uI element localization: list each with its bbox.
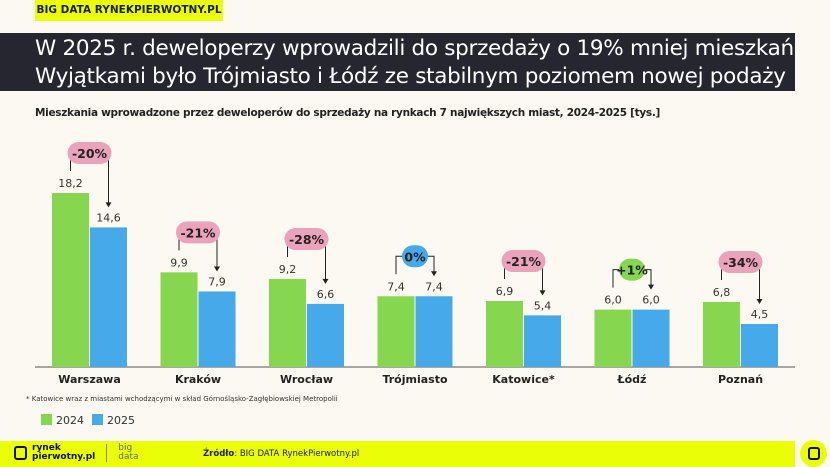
arrow-head (648, 284, 654, 290)
logo: rynek pierwotny.pl big data (14, 444, 139, 462)
logo-icon (14, 446, 27, 460)
arrow-head (756, 298, 763, 304)
source: Źródło: BIG DATA RynekPierwotny.pl (203, 449, 359, 459)
change-label: -21% (180, 225, 216, 240)
data-label: 7,9 (208, 275, 226, 288)
change-label: -28% (289, 232, 325, 247)
bar-2024 (377, 296, 415, 367)
bar-2025 (415, 296, 453, 367)
category-label: Warszawa (58, 373, 121, 386)
arrow-head (539, 290, 546, 296)
legend-label: 2024 (56, 414, 84, 427)
data-label: 6,8 (713, 286, 731, 299)
data-label: 9,9 (170, 256, 188, 269)
change-label: -20% (72, 146, 108, 161)
change-label: -34% (723, 255, 759, 270)
data-label: 9,2 (279, 263, 297, 276)
change-badge (402, 245, 428, 268)
change-badge (718, 250, 763, 273)
data-label: 4,5 (751, 308, 769, 321)
bar-2025 (90, 227, 127, 367)
logo-text: data (118, 452, 139, 462)
title-line-2: Wyjątkami było Trójmiasto i Łódź ze stab… (35, 64, 786, 89)
bar-2024 (703, 301, 740, 367)
footnote: * Katowice wraz z miastami wchodzącymi w… (26, 395, 338, 403)
bar-2025 (741, 323, 778, 367)
data-label: 18,2 (58, 177, 83, 190)
legend-item-2024: 2024 (41, 414, 84, 427)
bar-2024 (594, 309, 632, 367)
logo-text: pierwotny.pl (32, 452, 96, 462)
category-label: Poznań (718, 373, 763, 386)
change-badge (619, 258, 645, 281)
change-label: +1% (616, 263, 648, 278)
data-label: 5,4 (534, 299, 552, 312)
arrow-head (105, 202, 112, 208)
data-label: 7,4 (387, 280, 405, 293)
arrow-head (431, 271, 437, 277)
source-label: Źródło (203, 449, 235, 459)
change-badge (284, 228, 329, 251)
bar-2025 (632, 309, 670, 367)
logo-text: rynek (32, 443, 61, 453)
data-label: 6,0 (642, 294, 660, 307)
title-bar: W 2025 r. deweloperzy wprowadzili do spr… (0, 33, 801, 91)
bar-2024 (52, 193, 89, 367)
footer: rynek pierwotny.pl big data Źródło: BIG DA… (0, 441, 795, 467)
data-label: 7,4 (425, 280, 443, 293)
category-label: Katowice* (492, 373, 555, 386)
data-label: 6,9 (496, 285, 514, 298)
change-badge (176, 221, 220, 244)
chart-title: Mieszkania wprowadzone przez deweloperów… (35, 107, 661, 119)
data-label: 6,6 (317, 288, 335, 301)
change-badge (67, 142, 112, 164)
logo-text: big (118, 443, 133, 453)
legend-item-2025: 2025 (92, 414, 135, 427)
change-label: -21% (506, 254, 542, 269)
bar-2024 (269, 279, 306, 367)
legend-label: 2025 (107, 414, 135, 427)
legend: 2024 2025 (41, 414, 135, 427)
change-badge (501, 250, 546, 273)
category-label: Kraków (175, 373, 221, 386)
category-label: Wrocław (280, 373, 333, 386)
bar-2024 (160, 272, 198, 367)
logo-badge (800, 440, 827, 467)
bar-2025 (524, 315, 561, 367)
bar-chart: 18,2 14,6 Warszawa -20% 9,9 7,9 Kraków -21% 9,2 6… (35, 142, 795, 386)
arrow-head (322, 278, 329, 284)
bar-2024 (486, 301, 523, 367)
source-text: : BIG DATA RynekPierwotny.pl (234, 449, 360, 459)
category-label: Łódź (617, 373, 647, 386)
bar-2025 (307, 303, 344, 367)
arrow-head (214, 266, 220, 272)
category-label: Trójmiasto (382, 373, 448, 386)
title-line-1: W 2025 r. deweloperzy wprowadzili do spr… (35, 36, 801, 61)
data-label: 14,6 (96, 211, 121, 224)
change-label: 0% (404, 249, 426, 264)
data-label: 6,0 (604, 294, 622, 307)
bar-2025 (198, 291, 236, 367)
brand-tag: BIG DATA RYNEKPIERWOTNY.PL (35, 0, 223, 21)
